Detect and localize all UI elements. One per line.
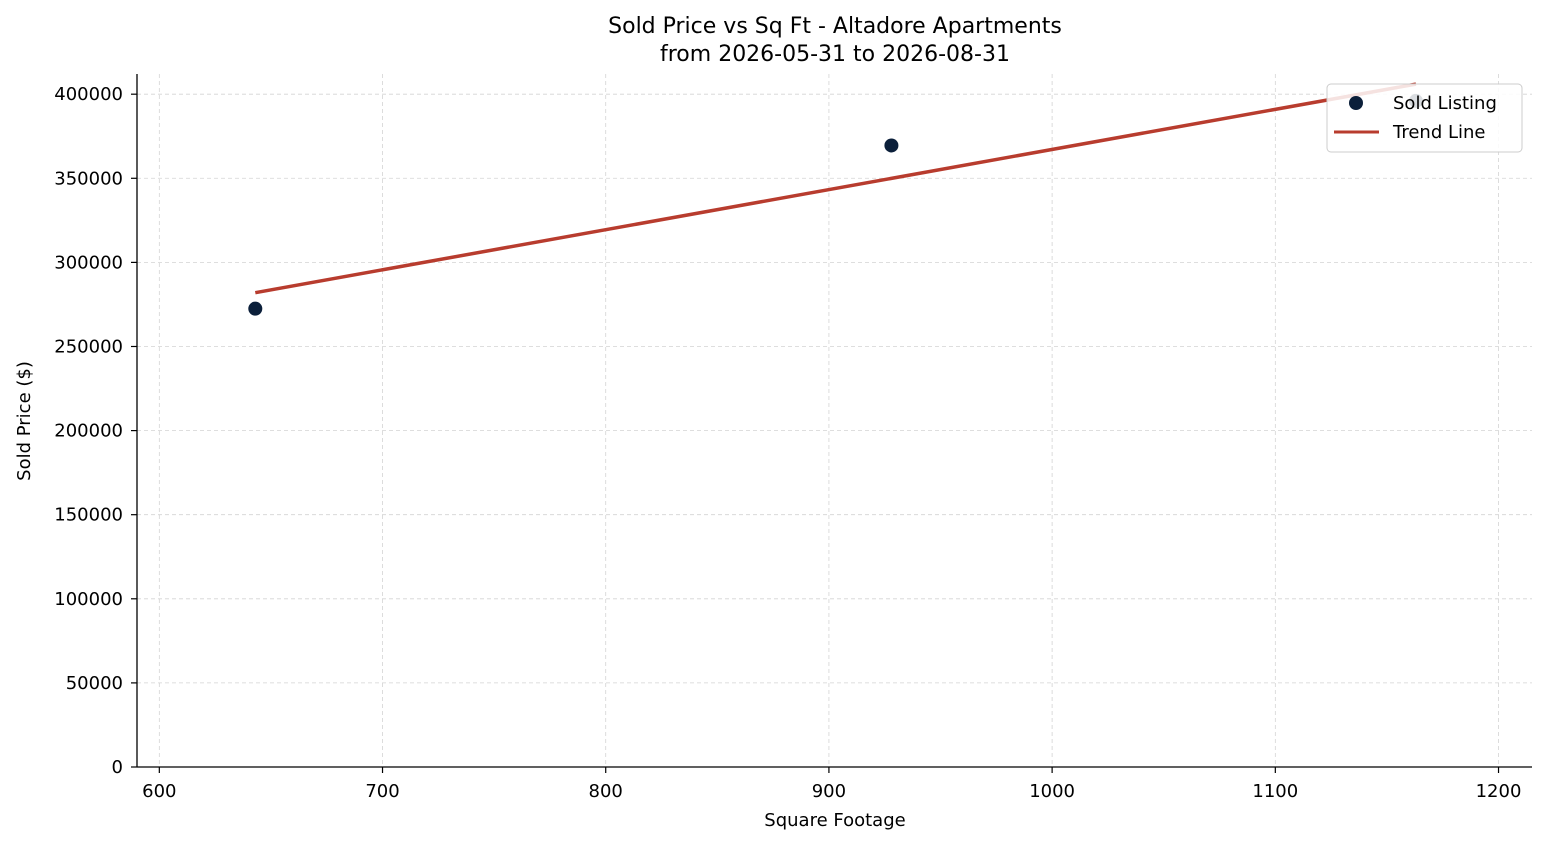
legend-label-trend-line: Trend Line bbox=[1392, 122, 1486, 143]
x-tick-label: 1100 bbox=[1252, 781, 1298, 802]
x-tick-label: 600 bbox=[142, 781, 176, 802]
trend-line-layer bbox=[254, 82, 1417, 295]
x-ticks: 600 700 800 900 1000 1100 1200 bbox=[142, 767, 1521, 802]
legend-label-sold-listing: Sold Listing bbox=[1393, 93, 1497, 114]
legend: Sold Listing Trend Line bbox=[1326, 83, 1523, 153]
y-axis-label: Sold Price ($) bbox=[14, 361, 35, 481]
scatter-points-layer bbox=[248, 93, 1423, 316]
y-ticks: 0 50000 100000 150000 200000 250000 300000 3500… bbox=[54, 84, 137, 778]
x-tick-label: 700 bbox=[365, 781, 399, 802]
x-tick-label: 800 bbox=[589, 781, 623, 802]
y-tick-label: 150000 bbox=[54, 505, 123, 526]
y-tick-label: 100000 bbox=[54, 589, 123, 610]
grid bbox=[137, 74, 1532, 768]
data-point-sold-listing bbox=[248, 301, 263, 316]
y-tick-label: 400000 bbox=[54, 84, 123, 105]
data-point-sold-listing bbox=[884, 138, 899, 153]
legend-box bbox=[1326, 83, 1523, 153]
y-tick-label: 0 bbox=[112, 757, 123, 778]
axes bbox=[136, 74, 1532, 768]
y-tick-label: 250000 bbox=[54, 336, 123, 357]
x-tick-label: 1200 bbox=[1476, 781, 1522, 802]
x-tick-label: 1000 bbox=[1029, 781, 1075, 802]
y-tick-label: 350000 bbox=[54, 168, 123, 189]
x-axis-label: Square Footage bbox=[764, 810, 905, 831]
chart-title-line-1: Sold Price vs Sq Ft - Altadore Apartment… bbox=[608, 14, 1062, 39]
y-tick-label: 300000 bbox=[54, 252, 123, 273]
legend-marker-sold-listing bbox=[1349, 96, 1363, 110]
trend-line bbox=[254, 82, 1417, 295]
x-tick-label: 900 bbox=[812, 781, 846, 802]
y-tick-label: 200000 bbox=[54, 421, 123, 442]
chart-title-line-2: from 2026-05-31 to 2026-08-31 bbox=[660, 42, 1010, 67]
y-tick-label: 50000 bbox=[66, 673, 123, 694]
